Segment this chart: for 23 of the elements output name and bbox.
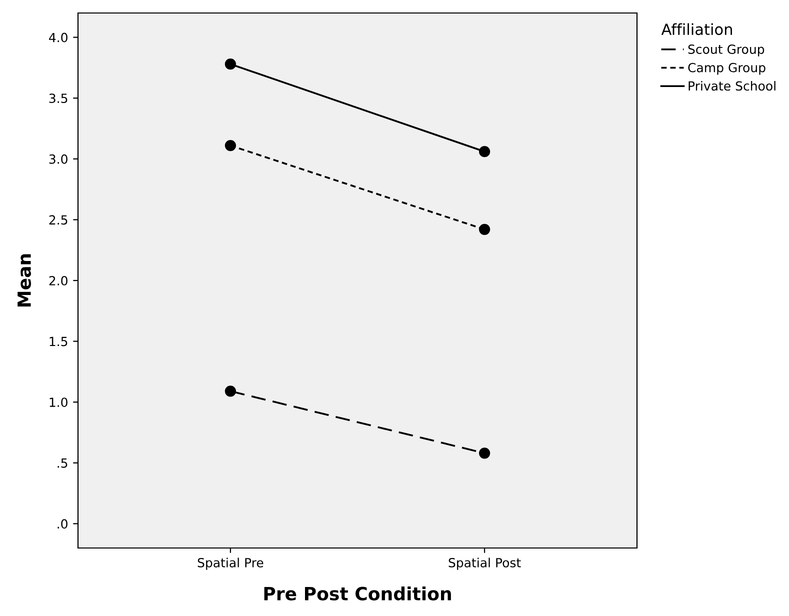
y-tick-label: .5 [58, 458, 68, 468]
point [224, 140, 236, 152]
y-tick-label: 2.0 [49, 276, 68, 286]
x-tick-label: Spatial Post [448, 558, 521, 570]
point [224, 386, 236, 397]
x-axis-title: Pre Post Condition [264, 586, 451, 600]
point [478, 146, 490, 158]
legend-title: Affiliation [661, 23, 732, 36]
y-tick-label: 3.5 [49, 94, 68, 104]
y-axis-title: Mean [18, 254, 32, 306]
legend-label: Private School [688, 80, 776, 91]
x-tick-label: Spatial Pre [198, 558, 264, 570]
y-tick-label: 4.0 [49, 32, 68, 42]
point [478, 224, 490, 235]
y-tick-label: .0 [58, 519, 68, 529]
y-tick-label: 1.5 [50, 336, 68, 346]
point [224, 58, 236, 70]
point [478, 448, 490, 459]
legend-label: Camp Group [688, 62, 766, 75]
legend-label: Scout Group [688, 44, 764, 56]
y-tick-label: 2.5 [49, 215, 68, 225]
y-tick-label: 1.0 [50, 398, 68, 408]
y-tick-label: 3.0 [49, 154, 68, 164]
